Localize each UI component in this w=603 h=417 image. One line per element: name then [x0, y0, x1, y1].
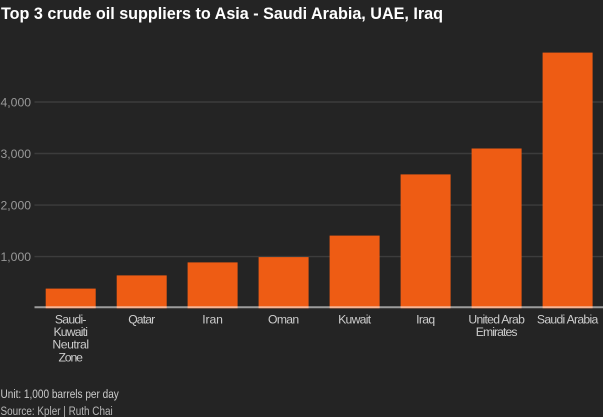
svg-text:Neutral: Neutral: [52, 338, 89, 352]
svg-text:Unit: 1,000 barrels per day: Unit: 1,000 barrels per day: [1, 387, 120, 401]
svg-text:4,000: 4,000: [1, 95, 32, 109]
svg-text:Qatar: Qatar: [128, 313, 155, 327]
svg-text:Oman: Oman: [268, 313, 299, 327]
svg-text:United Arab: United Arab: [468, 313, 525, 327]
svg-text:Saudi Arabia: Saudi Arabia: [537, 313, 599, 327]
svg-text:1,000: 1,000: [1, 250, 32, 264]
svg-text:Source: Kpler | Ruth Chai: Source: Kpler | Ruth Chai: [1, 404, 113, 417]
svg-text:Kuwaiti: Kuwaiti: [53, 325, 88, 339]
svg-text:3,000: 3,000: [1, 147, 32, 161]
svg-text:Kuwait: Kuwait: [338, 313, 372, 327]
svg-text:2,000: 2,000: [1, 199, 32, 213]
svg-text:Zone: Zone: [58, 350, 83, 364]
svg-text:Iran: Iran: [202, 313, 223, 327]
svg-text:Emirates: Emirates: [476, 325, 518, 339]
svg-text:Saudi-: Saudi-: [55, 313, 87, 327]
svg-text:Iraq: Iraq: [416, 313, 435, 327]
svg-text:Top 3 crude oil suppliers to A: Top 3 crude oil suppliers to Asia - Saud…: [1, 5, 443, 23]
